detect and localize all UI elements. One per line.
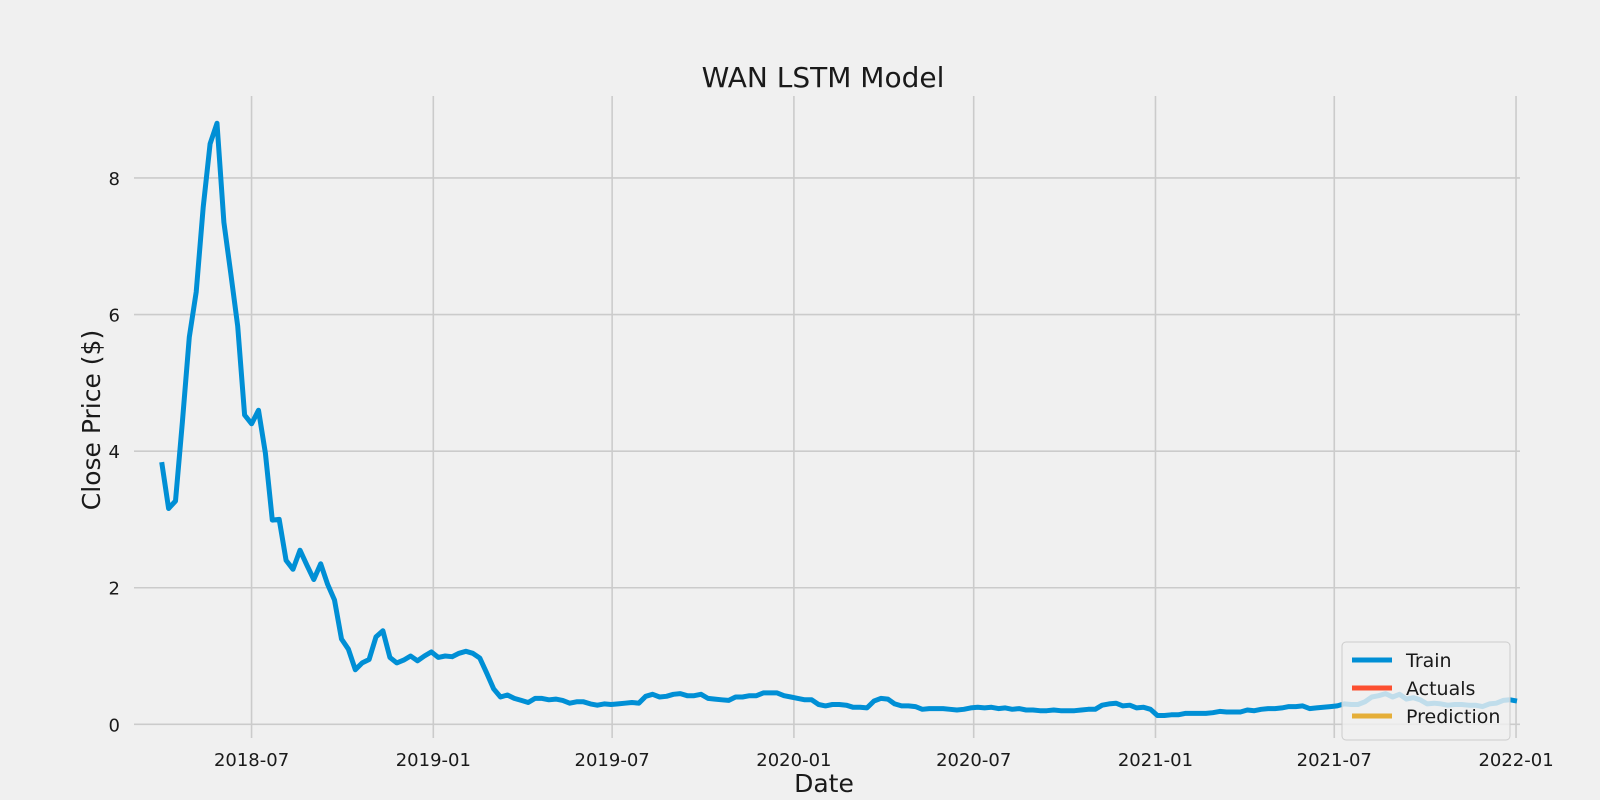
x-tick-label: 2020-01 xyxy=(756,750,831,771)
y-axis-title: Close Price ($) xyxy=(77,330,106,510)
y-tick-label: 0 xyxy=(109,715,120,736)
tick-labels: 0 2 4 6 8 2018-07 2019-01 2019-07 2020-01 2020-07… xyxy=(109,169,1554,771)
legend: Train Actuals Prediction xyxy=(1341,641,1511,741)
x-tick-label: 2022-01 xyxy=(1478,750,1553,771)
x-tick-label: 2021-07 xyxy=(1297,750,1372,771)
y-tick-label: 6 xyxy=(109,306,120,327)
series-line-train xyxy=(159,120,1518,718)
y-tick-label: 8 xyxy=(109,169,120,190)
x-tick-label: 2019-07 xyxy=(575,750,650,771)
series-layer xyxy=(159,120,1518,718)
legend-label-train: Train xyxy=(1405,650,1452,672)
legend-label-prediction: Prediction xyxy=(1406,706,1500,728)
legend-label-actuals: Actuals xyxy=(1406,678,1475,700)
x-axis-title: Date xyxy=(794,769,854,798)
y-tick-label: 2 xyxy=(109,579,120,600)
x-tick-label: 2020-07 xyxy=(936,750,1011,771)
y-tick-label: 4 xyxy=(109,442,120,463)
gridlines xyxy=(134,96,1520,738)
x-tick-label: 2021-01 xyxy=(1118,750,1193,771)
x-tick-label: 2018-07 xyxy=(214,750,289,771)
chart-title: WAN LSTM Model xyxy=(702,61,945,94)
x-tick-label: 2019-01 xyxy=(396,750,471,771)
